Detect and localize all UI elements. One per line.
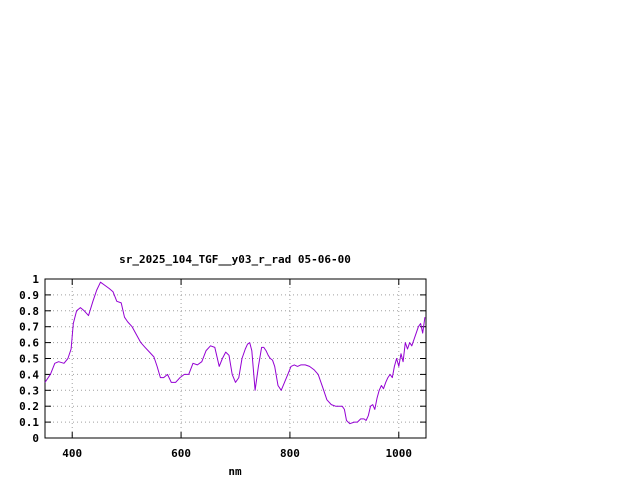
x-tick-label: 600 <box>171 447 191 460</box>
grid-lines <box>45 279 426 438</box>
y-tick-label: 0.6 <box>19 337 39 350</box>
y-tick-label: 0.5 <box>19 353 39 366</box>
x-tick-labels: 400 600 800 1000 <box>62 447 412 460</box>
y-tick-label: 1 <box>32 273 39 286</box>
tick-marks <box>45 278 426 439</box>
series-line-0 <box>44 281 426 425</box>
y-tick-label: 0.1 <box>19 416 39 429</box>
y-tick-label: 0 <box>32 432 39 445</box>
x-axis-label: nm <box>228 465 242 478</box>
series-group <box>44 281 426 425</box>
y-tick-label: 0.2 <box>19 400 39 413</box>
y-tick-labels: 0 0.1 0.2 0.3 0.4 0.5 0.6 0.7 0.8 0.9 1 <box>19 273 39 445</box>
y-tick-label: 0.7 <box>19 321 39 334</box>
x-tick-label: 400 <box>62 447 82 460</box>
x-tick-label: 800 <box>280 447 300 460</box>
y-tick-label: 0.9 <box>19 289 39 302</box>
x-tick-label: 1000 <box>386 447 413 460</box>
chart-title: sr_2025_104_TGF__y03_r_rad 05-06-00 <box>119 253 351 266</box>
y-tick-label: 0.8 <box>19 305 39 318</box>
y-tick-label: 0.3 <box>19 384 39 397</box>
y-tick-label: 0.4 <box>19 368 39 381</box>
